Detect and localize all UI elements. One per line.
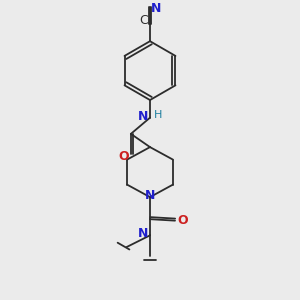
Text: O: O	[118, 150, 129, 163]
Text: N: N	[151, 2, 162, 15]
Text: N: N	[145, 189, 155, 203]
Text: C: C	[139, 14, 148, 27]
Text: N: N	[137, 110, 148, 123]
Text: O: O	[177, 214, 188, 227]
Text: N: N	[137, 227, 148, 240]
Text: H: H	[154, 110, 162, 120]
